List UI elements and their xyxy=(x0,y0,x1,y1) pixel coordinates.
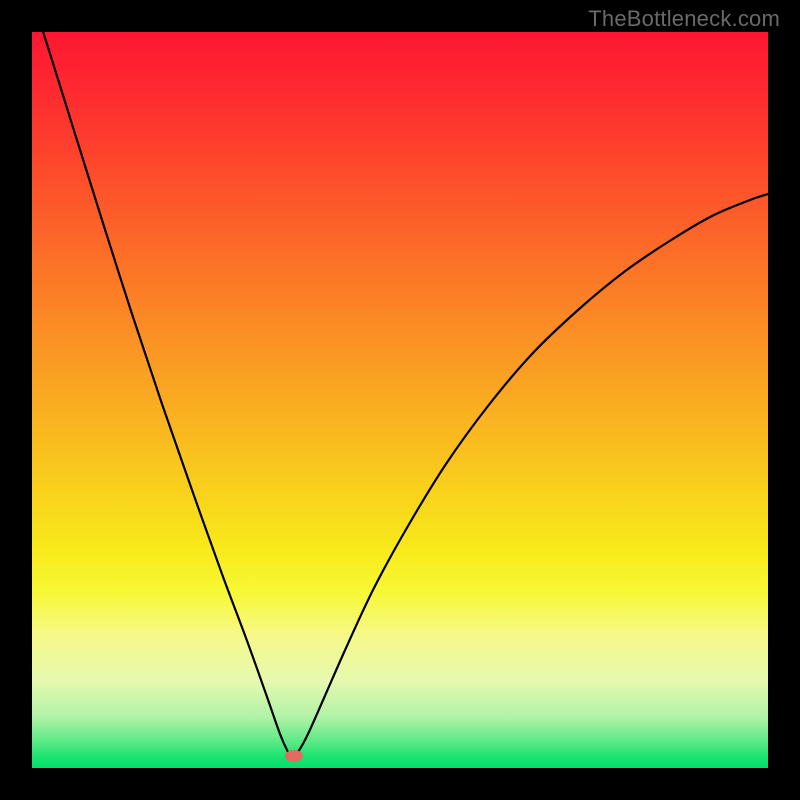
watermark-text: TheBottleneck.com xyxy=(588,6,780,32)
plot-svg xyxy=(32,32,768,768)
chart-frame: TheBottleneck.com xyxy=(0,0,800,800)
vertex-marker xyxy=(285,750,303,762)
gradient-background xyxy=(32,32,768,768)
plot-area xyxy=(32,32,768,768)
